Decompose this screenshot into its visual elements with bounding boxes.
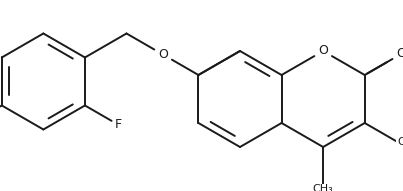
Text: O: O (397, 47, 403, 60)
Text: O: O (158, 48, 168, 61)
Text: F: F (114, 118, 122, 131)
Text: O: O (318, 45, 328, 57)
Text: CH₃: CH₃ (397, 137, 403, 147)
Text: CH₃: CH₃ (313, 185, 334, 191)
